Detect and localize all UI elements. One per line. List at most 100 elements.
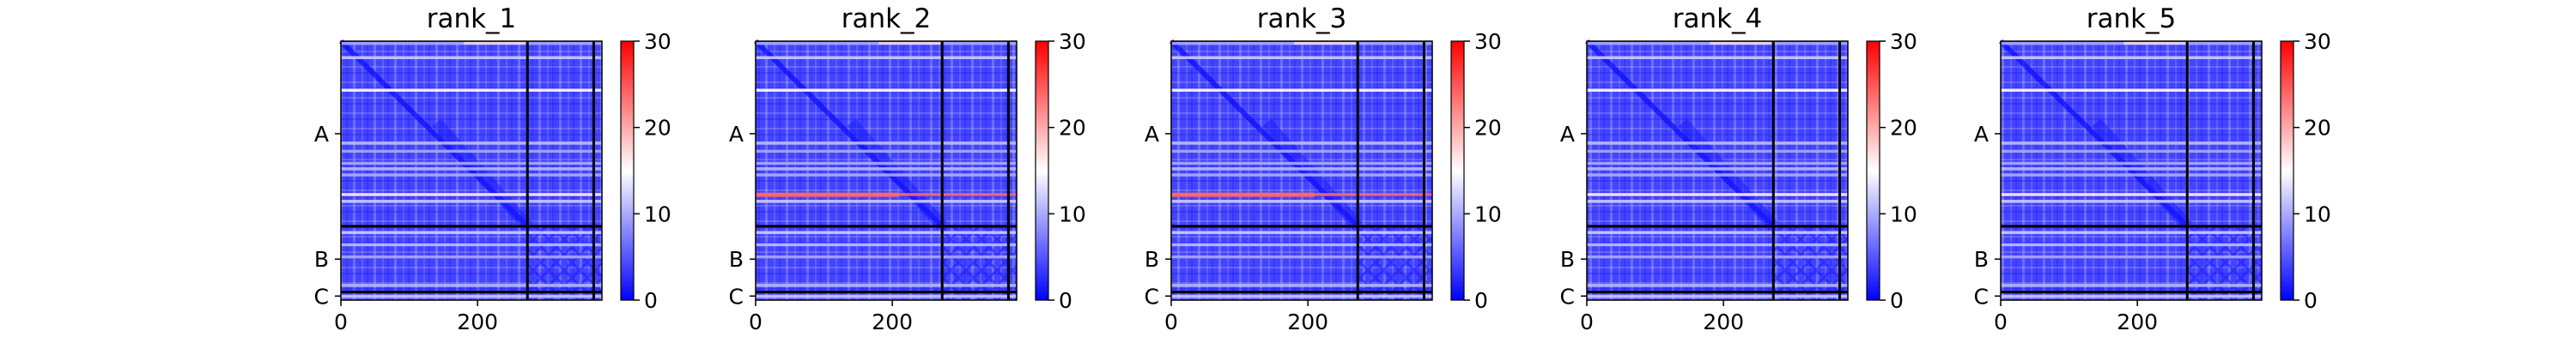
heatmap — [1584, 39, 1848, 300]
heatmap-row-band — [1171, 255, 1432, 259]
heatmap-row-band — [1587, 294, 1848, 298]
plot-frame — [1586, 40, 1849, 301]
heatmap-row-band — [1171, 284, 1432, 287]
heatmap-row-band — [341, 231, 602, 234]
panel-title: rank_4 — [1673, 3, 1763, 34]
colorbar-tick-label: 0 — [2304, 288, 2318, 313]
colorbar-tick-label: 30 — [1059, 29, 1086, 54]
chain-label: A — [1560, 122, 1575, 147]
heatmap-row-band — [2001, 141, 2262, 145]
x-tick-label: 0 — [1164, 310, 1178, 334]
x-tick-label: 200 — [1287, 310, 1328, 334]
chain-label: C — [1974, 284, 1989, 309]
heatmap-top-specks — [1294, 41, 1356, 45]
colorbar — [2280, 40, 2294, 301]
heatmap-row-band — [1171, 167, 1432, 171]
heatmap-row-band — [2001, 167, 2262, 171]
heatmap-row-band — [1587, 231, 1848, 234]
chain-label: B — [729, 247, 744, 272]
heatmap-row-band — [1171, 141, 1432, 145]
heatmap-top-specks — [2123, 41, 2185, 45]
heatmap-row-band — [341, 243, 602, 247]
chain-label: A — [1974, 122, 1989, 147]
colorbar-tick-label: 10 — [644, 202, 671, 226]
x-tick-label: 200 — [872, 310, 913, 334]
heatmap-row-band — [2001, 193, 2262, 196]
heatmap — [1169, 39, 1432, 300]
heatmap-row-band — [1587, 243, 1848, 247]
x-tick-label: 0 — [749, 310, 762, 334]
heatmap-row-band — [1171, 56, 1432, 59]
plot-frame — [755, 40, 1018, 301]
heatmap-row-band — [2001, 243, 2262, 247]
colorbar-tick-label: 0 — [1059, 288, 1072, 313]
colorbar — [1035, 40, 1049, 301]
colorbar-tick-label: 30 — [1474, 29, 1502, 54]
heatmap-interface-texture — [1358, 226, 1432, 300]
heatmap-row-band — [756, 173, 1017, 177]
heatmap-row-band — [1171, 243, 1432, 247]
colorbar-tick-label: 30 — [644, 29, 671, 54]
heatmap-row-band — [756, 149, 1017, 153]
heatmap-row-band — [756, 294, 1017, 298]
heatmap-row-band — [341, 193, 602, 196]
heatmap-hotspot — [1171, 192, 1315, 197]
heatmap-row-band — [1587, 200, 1848, 203]
heatmap-row-band — [1587, 161, 1848, 165]
heatmap — [1998, 39, 2262, 300]
heatmap-row-band — [1587, 167, 1848, 171]
chain-label: C — [1145, 284, 1159, 309]
heatmap-row-band — [341, 149, 602, 153]
colorbar-tick-label: 20 — [1474, 116, 1502, 141]
chain-label: C — [729, 284, 744, 309]
plot-frame — [340, 40, 603, 301]
heatmap-row-band — [2001, 56, 2262, 59]
heatmap-row-band — [2001, 149, 2262, 153]
colorbar-tick-label: 10 — [2304, 202, 2331, 226]
heatmap-interface-texture — [942, 226, 1017, 300]
colorbar — [1450, 40, 1465, 301]
chain-label: A — [1145, 122, 1159, 147]
heatmap-row-band — [1587, 56, 1848, 59]
heatmap — [753, 39, 1017, 300]
chain-label: C — [314, 284, 329, 309]
panel-title: rank_2 — [841, 3, 932, 34]
heatmap-row-band — [2001, 231, 2262, 234]
heatmap-row-band — [1587, 173, 1848, 177]
panel-title: rank_5 — [2087, 3, 2177, 34]
heatmap-row-band — [2001, 200, 2262, 203]
heatmap-row-band — [341, 200, 602, 203]
heatmap-row-band — [1171, 231, 1432, 234]
heatmap-top-specks — [1710, 41, 1771, 45]
heatmap-row-band — [2001, 173, 2262, 177]
heatmap-row-band — [2001, 294, 2262, 298]
panel-title: rank_1 — [427, 3, 517, 34]
heatmap-row-band — [756, 141, 1017, 145]
heatmap-row-band — [1587, 193, 1848, 196]
heatmap-row-band — [341, 56, 602, 59]
heatmap-row-band — [756, 200, 1017, 203]
x-tick-label: 0 — [1580, 310, 1594, 334]
x-tick-label: 200 — [1703, 310, 1744, 334]
x-tick-label: 200 — [2117, 310, 2158, 334]
heatmap-row-band — [1171, 161, 1432, 165]
heatmap-row-band — [341, 173, 602, 177]
chain-label: B — [1974, 247, 1989, 272]
chain-label: B — [1145, 247, 1159, 272]
chain-label: A — [314, 122, 329, 147]
heatmap-row-band — [1171, 149, 1432, 153]
heatmap-row-band — [756, 243, 1017, 247]
heatmap-row-band — [341, 255, 602, 259]
colorbar — [1866, 40, 1880, 301]
chain-label: C — [1560, 284, 1575, 309]
colorbar — [620, 40, 635, 301]
heatmap-top-specks — [878, 41, 940, 45]
colorbar-tick-label: 30 — [1890, 29, 1917, 54]
heatmap-row-band — [341, 167, 602, 171]
